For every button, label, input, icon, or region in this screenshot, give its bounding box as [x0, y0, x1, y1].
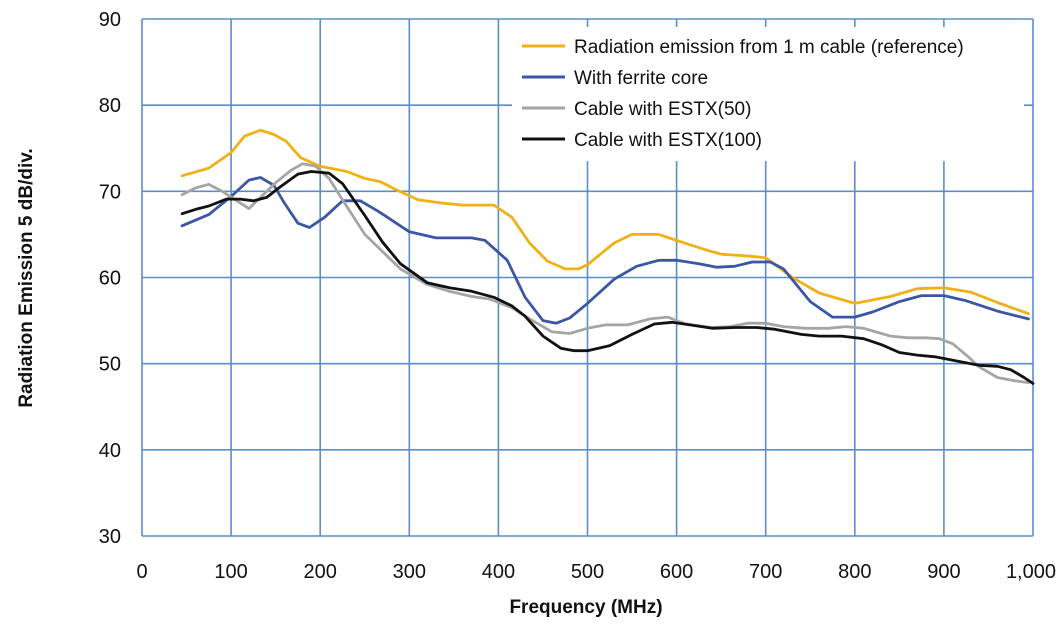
x-tick-label: 700: [749, 561, 782, 583]
x-axis-title: Frequency (MHz): [509, 597, 662, 618]
x-tick-label: 400: [482, 561, 515, 583]
plot-series: [182, 130, 1033, 383]
x-tick-label: 600: [660, 561, 693, 583]
x-tick-label: 800: [838, 561, 871, 583]
legend-label-2: With ferrite core: [574, 68, 708, 89]
y-tick-label: 30: [99, 526, 121, 548]
legend-label-4: Cable with ESTX(100): [574, 130, 762, 151]
y-tick-labels: 30 40 50 60 70 80 90: [99, 9, 121, 548]
y-axis-title: Radiation Emission 5 dB/div.: [16, 148, 37, 407]
y-tick-label: 70: [99, 181, 121, 203]
x-tick-label: 100: [214, 561, 247, 583]
legend-label-1: Radiation emission from 1 m cable (refer…: [574, 37, 964, 58]
x-tick-label: 500: [571, 561, 604, 583]
y-tick-label: 40: [99, 440, 121, 462]
y-tick-label: 80: [99, 95, 121, 117]
x-tick-label: 0: [136, 561, 147, 583]
x-tick-label: 1,000: [1006, 561, 1056, 583]
x-tick-labels: 0 100 200 300 400 500 600 700 800 900 1,000: [136, 561, 1056, 583]
y-tick-label: 60: [99, 268, 121, 290]
x-tick-label: 200: [304, 561, 337, 583]
x-tick-label: 900: [927, 561, 960, 583]
legend-label-3: Cable with ESTX(50): [574, 99, 751, 120]
y-tick-label: 50: [99, 354, 121, 376]
series-line-3: [182, 164, 1028, 383]
x-tick-label: 300: [393, 561, 426, 583]
y-tick-label: 90: [99, 9, 121, 31]
